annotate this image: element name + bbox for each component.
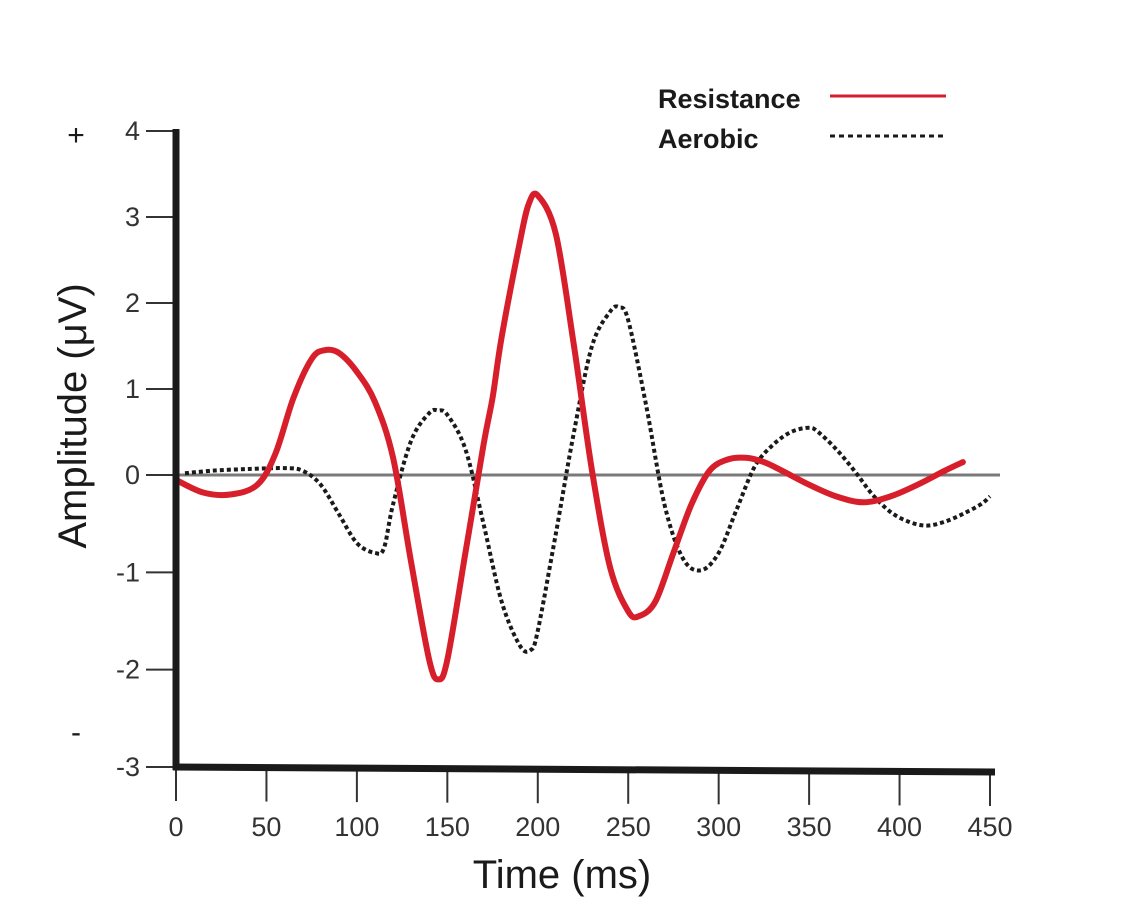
y-tick-label: 2 (125, 288, 140, 318)
x-tick-label: 300 (696, 812, 741, 842)
y-tick-label: 3 (125, 202, 140, 232)
y-tick-label: -3 (116, 752, 140, 782)
x-tick-label: 350 (787, 812, 832, 842)
y-axis-title: Amplitude (μV) (51, 283, 95, 548)
x-tick-label: 0 (168, 812, 183, 842)
y-tick-label: -2 (116, 655, 140, 685)
x-tick-label: 450 (967, 812, 1012, 842)
x-axis-line (172, 763, 996, 776)
y-tick-label: 1 (125, 374, 140, 404)
x-tick-label: 50 (251, 812, 281, 842)
series-line-aerobic (184, 304, 992, 654)
legend: Resistance Aerobic (658, 84, 946, 154)
y-tick-label: -1 (116, 557, 140, 587)
series-layer (173, 190, 992, 683)
legend-label-resistance: Resistance (658, 84, 801, 114)
negative-polarity-label: - (71, 716, 81, 749)
legend-label-aerobic: Aerobic (658, 124, 759, 154)
x-tick-label: 400 (877, 812, 922, 842)
x-tick-label: 100 (334, 812, 379, 842)
y-axis-ticks: 4 3 2 1 0 -1 -2 -3 (116, 116, 176, 782)
x-tick-label: 150 (425, 812, 470, 842)
x-tick-label: 200 (515, 812, 560, 842)
x-axis-title: Time (ms) (473, 853, 651, 897)
x-tick-label: 250 (606, 812, 651, 842)
x-axis-ticks: 0 50 100 150 200 250 300 350 400 450 (168, 767, 1013, 842)
y-tick-label: 4 (125, 116, 140, 146)
series-line-resistance (173, 190, 966, 683)
y-tick-label: 0 (125, 460, 140, 490)
positive-polarity-label: + (67, 119, 85, 152)
